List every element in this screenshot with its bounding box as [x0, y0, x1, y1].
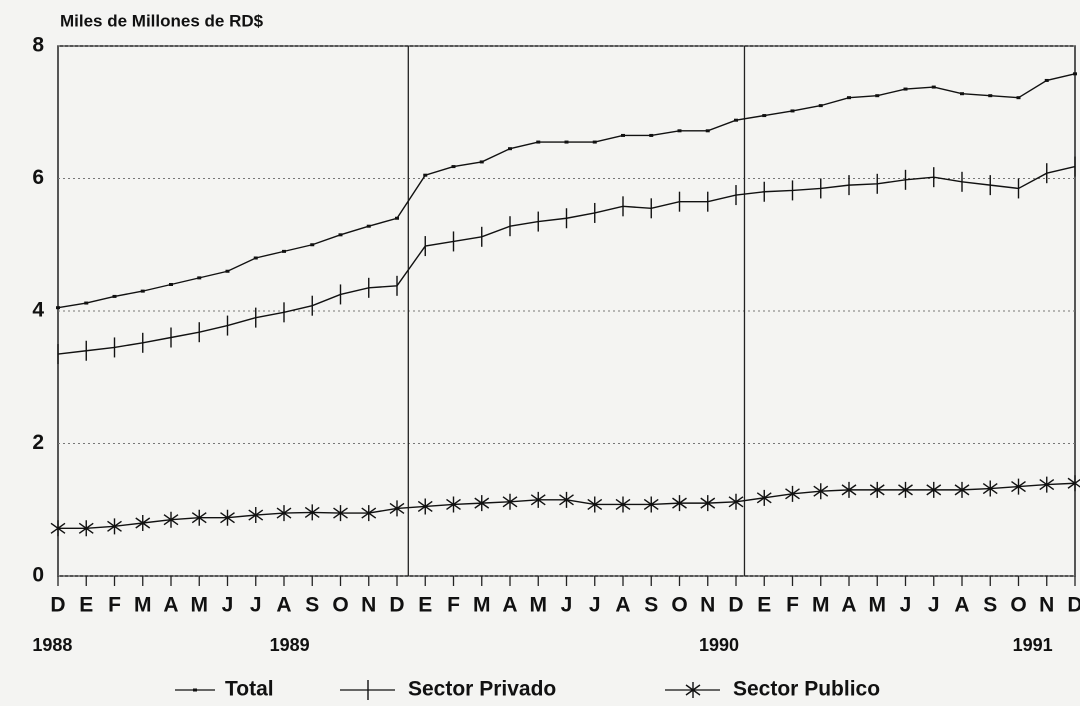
x-tick-label: F [447, 594, 460, 617]
y-tick-label: 4 [32, 299, 44, 322]
marker [700, 495, 716, 512]
marker [982, 480, 998, 497]
marker [926, 481, 942, 498]
x-tick-label: S [305, 594, 319, 617]
x-tick-label: A [841, 594, 856, 617]
x-tick-label: F [108, 594, 121, 617]
marker [417, 498, 433, 515]
x-tick-label: D [50, 594, 65, 617]
legend-item: Total [175, 678, 274, 701]
marker [685, 682, 701, 698]
legend-item: Sector Privado [340, 678, 556, 701]
x-tick-label: O [671, 594, 687, 617]
x-tick-label: N [700, 594, 715, 617]
x-tick-label: A [615, 594, 630, 617]
year-label: 1991 [1013, 635, 1053, 655]
marker [841, 481, 857, 498]
year-label: 1988 [32, 635, 72, 655]
marker [559, 491, 574, 508]
x-tick-label: M [869, 594, 887, 617]
marker [898, 481, 913, 498]
x-tick-label: D [389, 594, 404, 617]
year-label: 1989 [270, 635, 310, 655]
marker [530, 491, 546, 508]
x-tick-label: J [222, 594, 234, 617]
x-tick-label: D [1067, 594, 1080, 617]
marker [135, 515, 151, 531]
x-tick-label: O [332, 594, 348, 617]
x-tick-label: J [589, 594, 601, 617]
x-tick-label: E [418, 594, 432, 617]
marker [785, 485, 800, 502]
marker [756, 489, 772, 506]
x-tick-label: S [644, 594, 658, 617]
legend-label: Total [225, 678, 274, 701]
marker [587, 496, 603, 513]
x-tick-label: M [530, 594, 548, 617]
y-tick-label: 0 [32, 564, 44, 587]
legend-label: Sector Publico [733, 678, 880, 701]
marker [474, 495, 490, 512]
marker [615, 496, 631, 513]
x-tick-label: M [473, 594, 491, 617]
x-tick-label: N [361, 594, 376, 617]
marker [869, 481, 885, 498]
y-tick-label: 6 [32, 166, 44, 189]
marker [220, 509, 235, 526]
x-tick-label: A [502, 594, 517, 617]
series-line [57, 165, 1076, 355]
x-tick-label: F [786, 594, 799, 617]
x-tick-label: E [757, 594, 771, 617]
x-tick-label: M [134, 594, 152, 617]
x-tick-label: J [928, 594, 940, 617]
x-tick-label: O [1010, 594, 1026, 617]
marker [304, 504, 320, 521]
legend-label: Sector Privado [408, 678, 556, 701]
marker [78, 520, 94, 537]
marker [728, 493, 744, 510]
marker [389, 500, 405, 517]
x-tick-label: J [250, 594, 262, 617]
x-tick-label: A [163, 594, 178, 617]
legend-item: Sector Publico [665, 678, 880, 701]
marker [191, 509, 207, 526]
year-label: 1990 [699, 635, 739, 655]
series-line [57, 73, 1076, 309]
x-tick-label: A [954, 594, 969, 617]
marker [276, 505, 292, 522]
x-tick-label: M [812, 594, 830, 617]
x-tick-label: A [276, 594, 291, 617]
y-tick-label: 2 [32, 431, 44, 454]
marker [107, 518, 122, 535]
marker [954, 481, 970, 498]
marker [1039, 476, 1055, 493]
x-tick-label: S [983, 594, 997, 617]
marker [361, 505, 377, 522]
marker [1011, 478, 1026, 495]
marker [333, 505, 348, 522]
marker [446, 496, 461, 513]
marker [643, 496, 659, 513]
marker [813, 483, 829, 500]
x-tick-label: J [561, 594, 573, 617]
x-tick-label: M [191, 594, 209, 617]
chart-title: Miles de Millones de RD$ [60, 11, 264, 30]
y-tick-label: 8 [32, 34, 44, 57]
x-tick-label: J [900, 594, 912, 617]
marker [50, 520, 66, 537]
x-tick-label: N [1039, 594, 1054, 617]
marker [163, 511, 179, 528]
x-tick-label: D [728, 594, 743, 617]
x-tick-label: E [79, 594, 93, 617]
marker [248, 507, 264, 524]
marker [672, 495, 687, 512]
marker [502, 493, 518, 510]
